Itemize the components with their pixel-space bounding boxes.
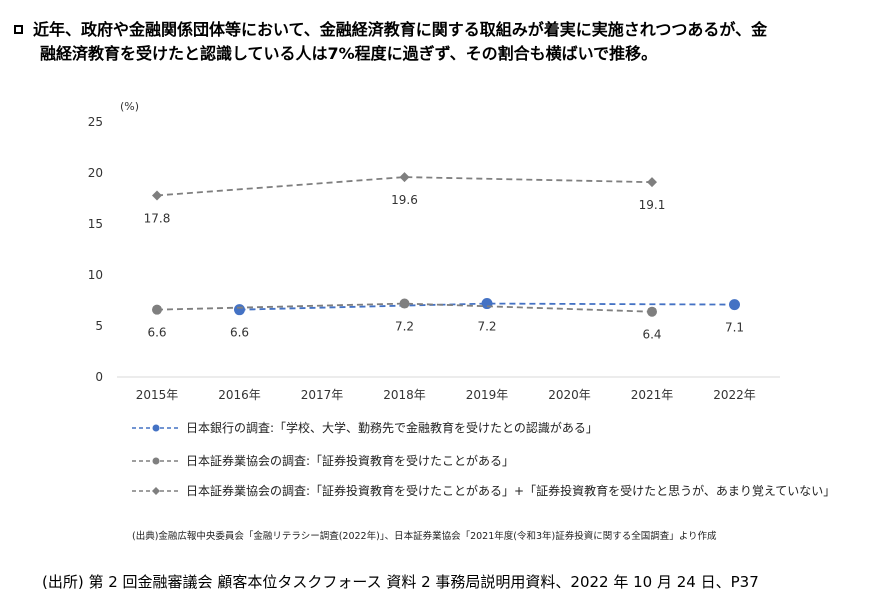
- y-tick-label: 10: [88, 268, 103, 282]
- headline-text-1: 近年、政府や金融関係団体等において、金融経済教育に関する取組みが着実に実施されつ…: [33, 20, 768, 39]
- series-point: [234, 304, 245, 316]
- legend-marker-icon: [132, 457, 180, 464]
- data-label: 19.1: [639, 198, 666, 212]
- legend-item-jsda-combined: 日本証券業協会の調査:「証券投資教育を受けたことがある」+「証券投資教育を受けた…: [132, 482, 835, 499]
- source-citation: (出所) 第 2 回金融審議会 顧客本位タスクフォース 資料 2 事務局説明用資…: [42, 573, 759, 591]
- series-line-1: [156, 302, 653, 313]
- x-tick-label: 2015年: [136, 388, 179, 402]
- y-tick-label: 5: [95, 319, 103, 333]
- series-line-2: [156, 176, 653, 197]
- data-label: 6.6: [230, 326, 249, 340]
- y-tick-label: 15: [88, 217, 103, 231]
- data-label: 7.1: [725, 321, 744, 335]
- legend-item-boj: 日本銀行の調査:「学校、大学、勤務先で金融教育を受けたとの認識がある」: [132, 419, 598, 436]
- x-tick-label: 2018年: [383, 388, 426, 402]
- headline: 近年、政府や金融関係団体等において、金融経済教育に関する取組みが着実に実施されつ…: [14, 18, 880, 66]
- series-point: [399, 298, 410, 309]
- x-tick-label: 2022年: [713, 388, 756, 402]
- legend-marker-icon: [132, 486, 180, 495]
- y-axis-unit-label: (%): [120, 100, 139, 113]
- line-chart: (%) 0 5 10 15 20 25 2015年 2016年 2017年 2018年 2019年 20…: [88, 100, 780, 402]
- data-label: 19.6: [391, 193, 418, 207]
- series-point-diamond: [399, 172, 410, 183]
- headline-line-1: 近年、政府や金融関係団体等において、金融経済教育に関する取組みが着実に実施されつ…: [14, 18, 880, 42]
- series-point: [152, 304, 162, 315]
- x-tick-label: 2016年: [218, 388, 261, 402]
- legend-marker-icon: [132, 424, 180, 431]
- x-tick-label: 2017年: [301, 388, 344, 402]
- legend-item-jsda: 日本証券業協会の調査:「証券投資教育を受けたことがある」: [132, 452, 514, 469]
- y-tick-label: 25: [88, 115, 103, 129]
- data-label: 7.2: [477, 320, 496, 334]
- series-point-diamond: [647, 177, 657, 188]
- x-tick-label: 2020年: [548, 388, 591, 402]
- series-point: [481, 298, 493, 310]
- series-line-0: [239, 302, 735, 311]
- legend-label: 日本証券業協会の調査:「証券投資教育を受けたことがある」: [186, 454, 515, 468]
- data-label: 7.2: [395, 320, 414, 334]
- series-point: [729, 299, 740, 311]
- series-point: [647, 306, 657, 317]
- series-point-diamond: [152, 190, 162, 201]
- headline-line-2: 融経済教育を受けたと認識している人は7%程度に過ぎず、その割合も横ばいで推移。: [40, 44, 658, 63]
- x-tick-label: 2021年: [631, 388, 674, 402]
- data-label: 6.6: [147, 326, 166, 340]
- chart-note: (出典)金融広報中央委員会「金融リテラシー調査(2022年)」、日本証券業協会「…: [132, 531, 717, 542]
- y-tick-label: 20: [88, 166, 103, 180]
- bullet-square-icon: [14, 25, 23, 34]
- data-label: 17.8: [144, 211, 171, 225]
- legend-label: 日本証券業協会の調査:「証券投資教育を受けたことがある」+「証券投資教育を受けた…: [186, 484, 836, 498]
- y-tick-label: 0: [95, 370, 103, 384]
- legend-label: 日本銀行の調査:「学校、大学、勤務先で金融教育を受けたとの認識がある」: [186, 421, 598, 435]
- x-tick-label: 2019年: [466, 388, 509, 402]
- data-label: 6.4: [642, 328, 661, 342]
